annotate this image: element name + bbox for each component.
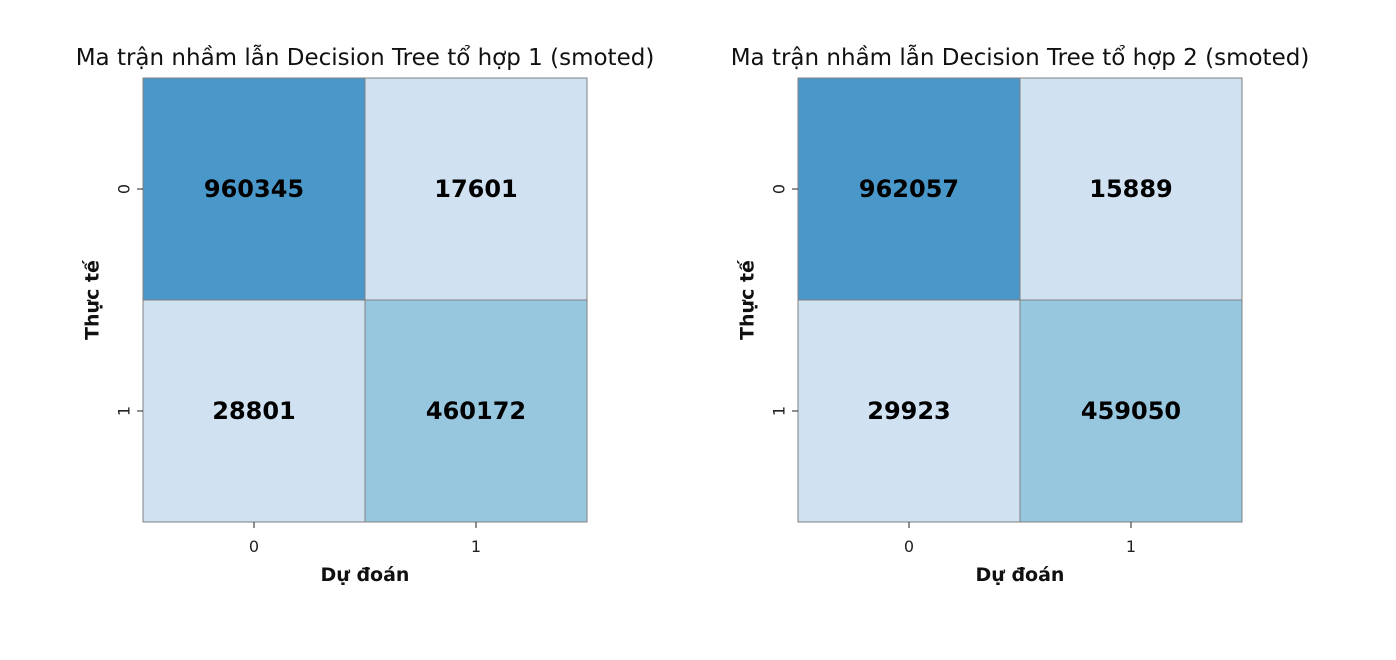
y-axis-label: Thực tế bbox=[81, 259, 104, 340]
x-axis-label: Dự đoán bbox=[976, 564, 1065, 586]
cell-value-label: 960345 bbox=[204, 175, 304, 203]
x-tick-label: 1 bbox=[471, 537, 481, 556]
chart-title: Ma trận nhầm lẫn Decision Tree tổ hợp 1 … bbox=[76, 43, 655, 71]
cell-value-label: 17601 bbox=[434, 175, 518, 203]
cell-value-label: 460172 bbox=[426, 397, 526, 425]
y-tick-label: 1 bbox=[770, 406, 789, 416]
heatmap-cell bbox=[1019, 77, 1243, 301]
cell-value-label: 459050 bbox=[1081, 397, 1181, 425]
y-tick-label: 0 bbox=[770, 184, 789, 194]
x-tick-label: 1 bbox=[1126, 537, 1136, 556]
cell-value-label: 29923 bbox=[867, 397, 951, 425]
chart-title: Ma trận nhầm lẫn Decision Tree tổ hợp 2 … bbox=[731, 43, 1310, 71]
cell-value-label: 962057 bbox=[859, 175, 959, 203]
cell-value-label: 28801 bbox=[212, 397, 296, 425]
cell-value-label: 15889 bbox=[1089, 175, 1173, 203]
y-axis-label: Thực tế bbox=[736, 259, 759, 340]
y-tick-label: 0 bbox=[115, 184, 134, 194]
heatmap-cell bbox=[364, 77, 588, 301]
x-tick-label: 0 bbox=[904, 537, 914, 556]
heatmap-cell bbox=[1019, 299, 1243, 523]
heatmap-1: Ma trận nhầm lẫn Decision Tree tổ hợp 1 … bbox=[76, 43, 655, 586]
heatmap-2: Ma trận nhầm lẫn Decision Tree tổ hợp 2 … bbox=[731, 43, 1310, 586]
heatmap-cell bbox=[142, 77, 366, 301]
x-tick-label: 0 bbox=[249, 537, 259, 556]
heatmap-cell bbox=[142, 299, 366, 523]
heatmap-cell bbox=[364, 299, 588, 523]
heatmap-cell bbox=[797, 299, 1021, 523]
x-axis-label: Dự đoán bbox=[321, 564, 410, 586]
y-tick-label: 1 bbox=[115, 406, 134, 416]
